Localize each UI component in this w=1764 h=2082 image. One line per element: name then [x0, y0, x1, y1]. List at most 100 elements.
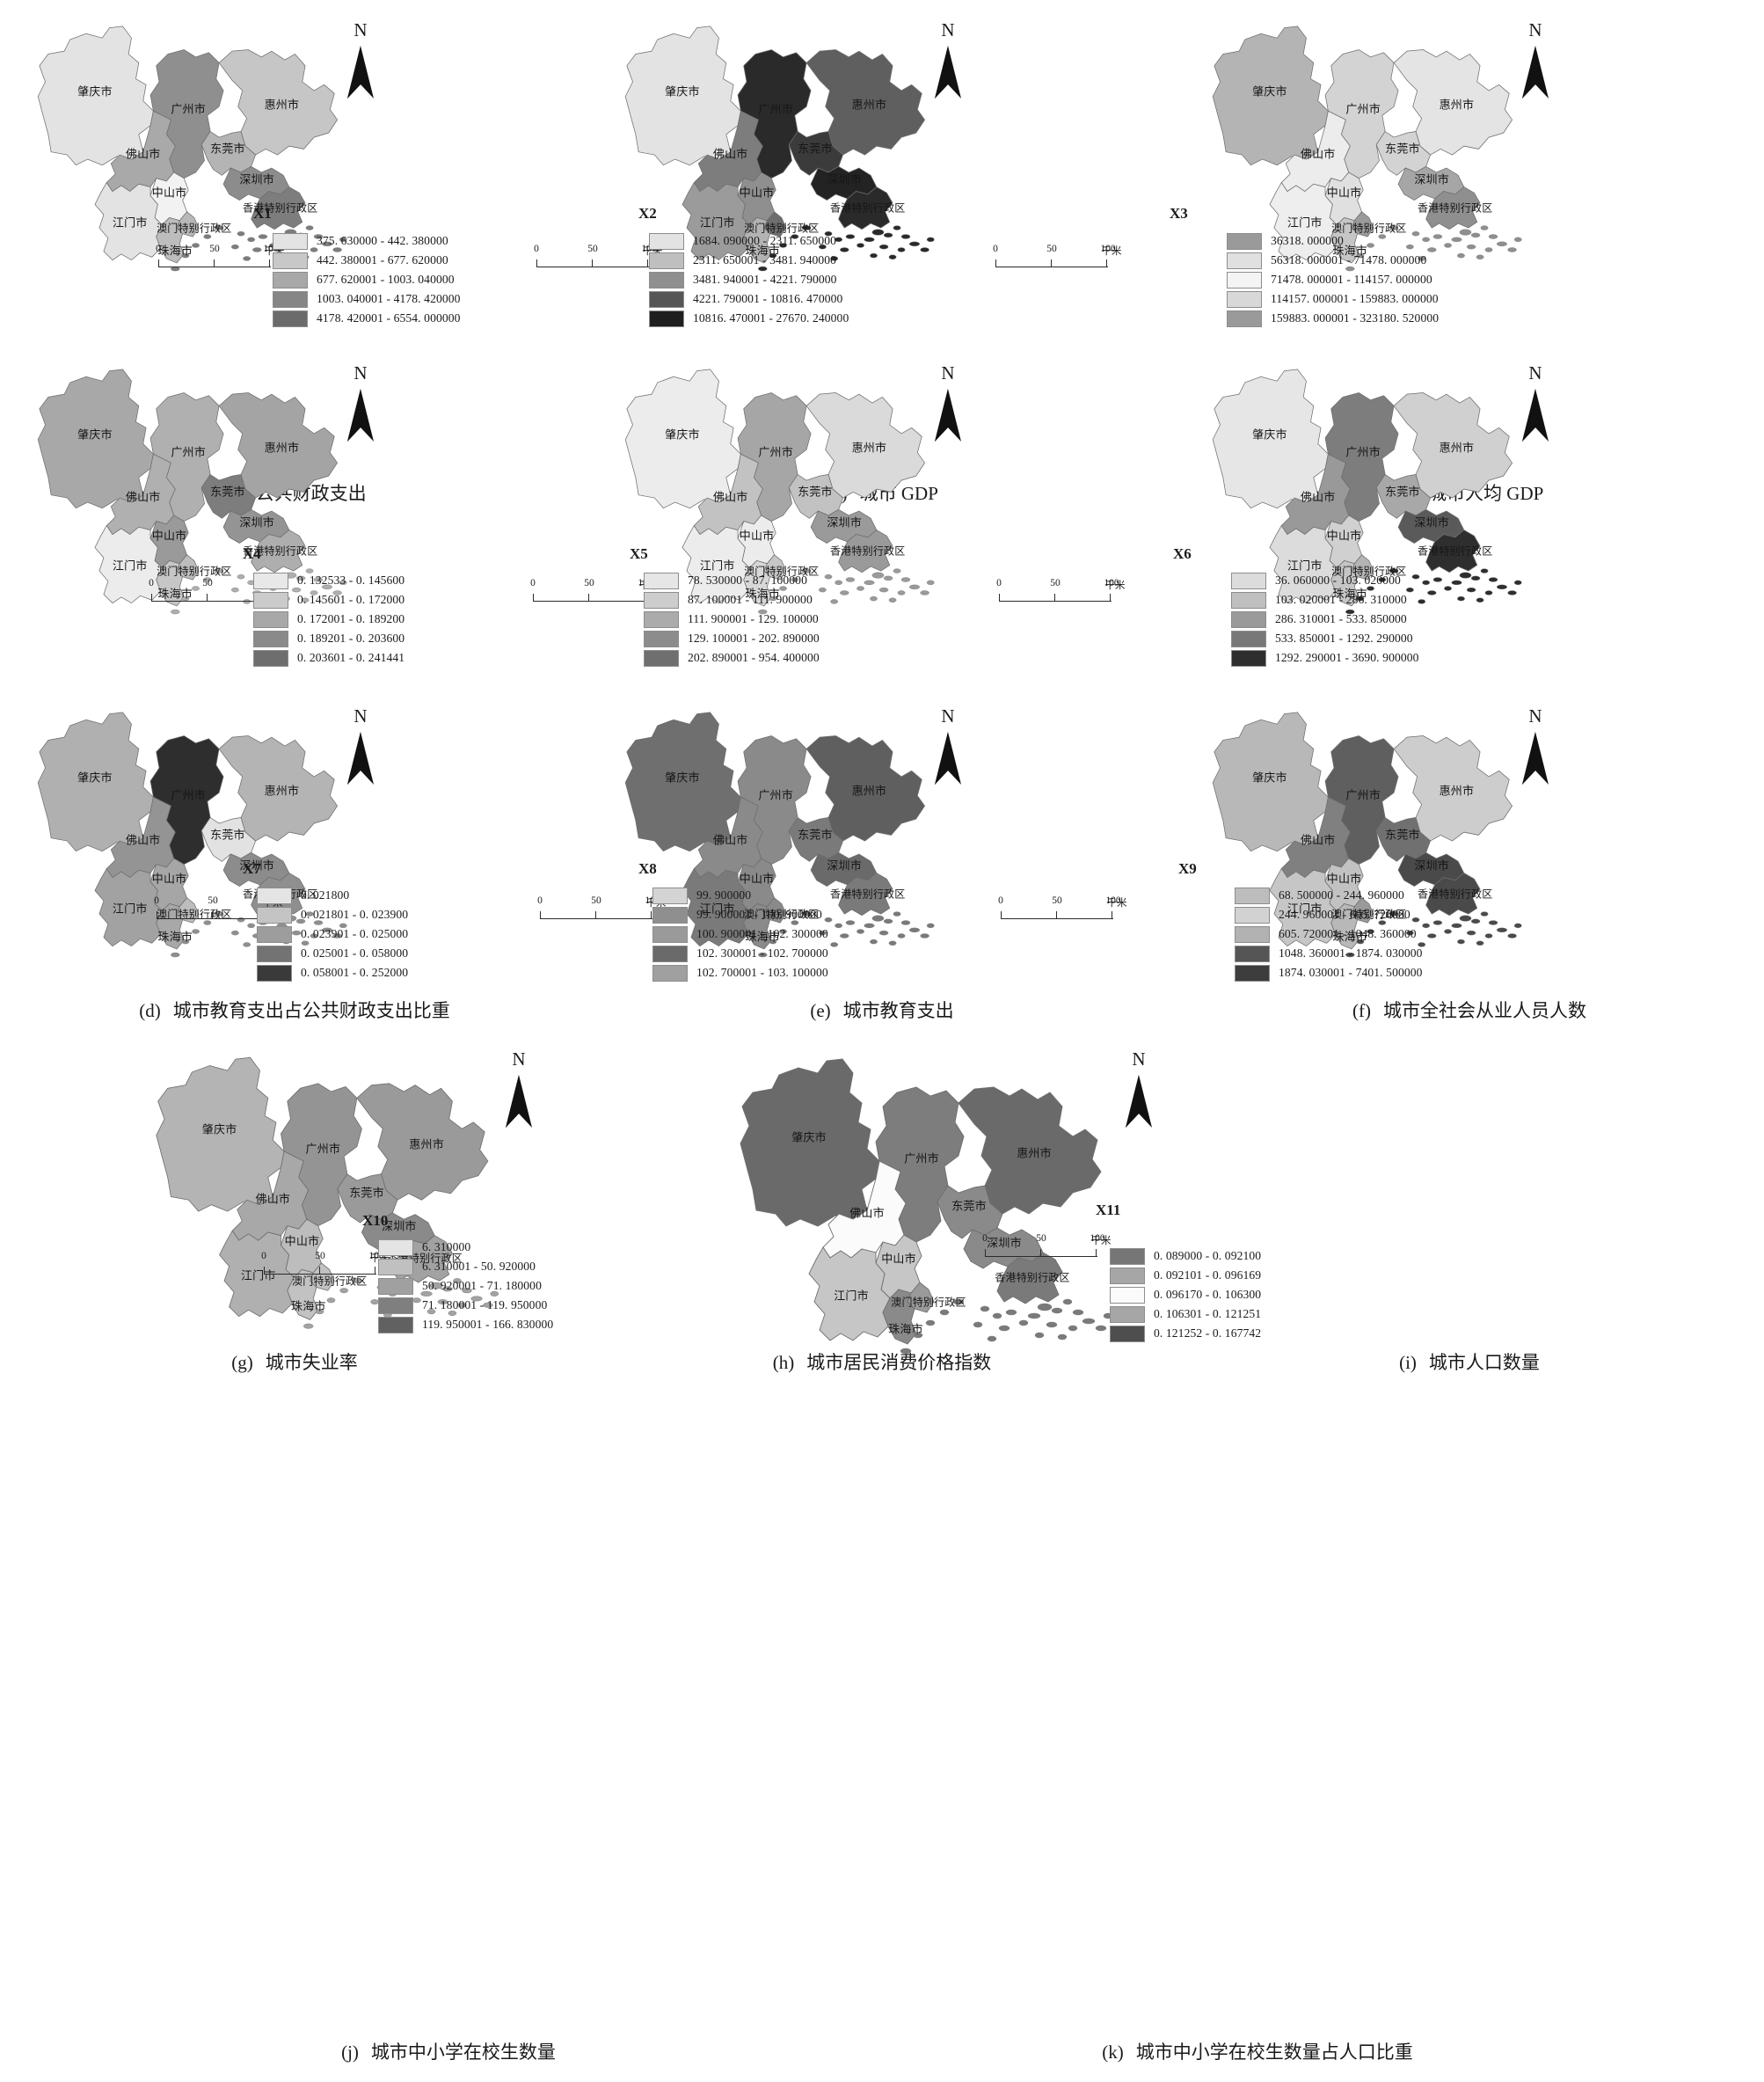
legend-row: 159883. 000001 - 323180. 520000	[1227, 310, 1439, 327]
island-speck	[1488, 920, 1498, 925]
scale-tick-1: 50	[587, 244, 598, 254]
region-zhuhai	[156, 903, 185, 950]
island-speck	[305, 911, 314, 917]
legend-g: 0. 021800 0. 021801 - 0. 023900 0. 023901 …	[257, 887, 408, 983]
island-speck	[1367, 929, 1374, 934]
island-speck	[231, 930, 239, 936]
region-jiangmen	[808, 1246, 891, 1341]
island-speck	[192, 929, 200, 934]
island-speck	[321, 241, 332, 247]
map-panel-a: 肇庆市 广州市 惠州市 佛山市 东莞市 深圳市 中山市 香港特别行政区 江门市 澳门特别行政区 珠海…	[0, 9, 409, 323]
scale-ticks	[999, 590, 1112, 602]
island-speck	[1480, 911, 1489, 917]
map-panel-d: 肇庆市 广州市 惠州市 佛山市 东莞市 深圳市 中山市 香港特别行政区 江门市 澳门特别行政区 珠海…	[0, 352, 409, 666]
legend-swatch	[1235, 945, 1270, 962]
city-label-dongguan: 东莞市	[1385, 828, 1420, 842]
city-label-jiangmen: 江门市	[699, 216, 735, 230]
island-speck	[801, 568, 812, 573]
island-speck	[900, 1348, 912, 1355]
region-huizhou	[218, 49, 339, 156]
legend-swatch	[257, 906, 292, 924]
caption-text: 城市人口数量	[1428, 1352, 1540, 1373]
city-label-shenzhen: 深圳市	[1414, 858, 1449, 873]
island-speck	[888, 254, 897, 259]
legend-swatch	[652, 906, 688, 924]
caption-index: (d)	[139, 1000, 161, 1021]
city-label-zhaoqing: 肇庆市	[1252, 771, 1287, 785]
island-speck	[856, 243, 864, 248]
legend-swatch	[652, 887, 688, 904]
north-label: N	[354, 362, 368, 384]
island-speck	[1459, 572, 1472, 579]
island-speck	[1466, 244, 1476, 250]
legend-row: 244. 960001 - 605. 720000	[1235, 906, 1423, 924]
island-speck	[1367, 586, 1374, 591]
legend-swatch	[378, 1277, 413, 1295]
island-speck	[339, 237, 347, 243]
choropleth-map-h	[624, 712, 935, 958]
legend-row: 0. 023901 - 0. 025000	[257, 925, 408, 943]
island-speck	[779, 929, 787, 934]
region-dongguan	[200, 816, 257, 862]
city-label-macau: 澳门特别行政区	[292, 1275, 368, 1288]
city-label-guangzhou: 广州市	[904, 1151, 939, 1165]
north-arrow-icon	[935, 732, 961, 785]
city-label-zhongshan: 中山市	[151, 872, 187, 885]
island-speck	[1062, 1298, 1073, 1305]
island-speck	[1356, 252, 1365, 259]
city-label-guangzhou: 广州市	[171, 445, 206, 459]
city-label-dongguan: 东莞市	[798, 828, 833, 842]
variable-tag-x1: X1	[253, 205, 272, 222]
island-speck	[301, 940, 310, 946]
scale-tick-1: 50	[209, 244, 220, 254]
city-label-dongguan: 东莞市	[1385, 485, 1420, 499]
legend-swatch	[649, 252, 684, 269]
city-label-huizhou: 惠州市	[264, 784, 300, 798]
legend-label: 244. 960001 - 605. 720000	[1279, 908, 1410, 921]
island-speck	[214, 568, 224, 573]
island-speck	[856, 586, 864, 591]
caption-text: 城市中小学在校生数量占人口比重	[1135, 2042, 1413, 2063]
legend-swatch	[378, 1238, 413, 1256]
caption-text: 城市教育支出	[842, 1000, 954, 1021]
city-label-zhongshan: 中山市	[284, 1234, 320, 1248]
caption-index: (k)	[1102, 2042, 1124, 2063]
island-speck	[871, 229, 885, 236]
region-zhuhai	[743, 903, 772, 950]
region-jiangmen	[94, 867, 163, 947]
city-label-guangzhou: 广州市	[758, 445, 793, 459]
island-speck	[462, 1288, 472, 1294]
city-label-zhuhai: 珠海市	[1332, 244, 1367, 258]
legend-row: 102. 300001 - 102. 700000	[652, 945, 828, 962]
legend-row: 119. 950001 - 166. 830000	[378, 1316, 553, 1333]
legend-swatch	[644, 572, 679, 589]
city-label-zhongshan: 中山市	[1326, 872, 1362, 885]
island-speck	[1513, 237, 1522, 243]
scale-tick-1: 50	[584, 578, 594, 588]
island-speck	[310, 933, 318, 939]
island-speck	[1356, 939, 1365, 945]
island-speck	[1411, 917, 1420, 923]
island-speck	[243, 942, 251, 947]
city-label-hongkong: 香港特别行政区	[995, 1271, 1070, 1284]
legend-row: 375. 630000 - 442. 380000	[273, 232, 461, 250]
legend-row: 286. 310001 - 533. 850000	[1231, 610, 1419, 628]
city-label-zhongshan: 中山市	[881, 1252, 916, 1266]
island-speck	[870, 595, 878, 602]
island-speck	[1457, 595, 1465, 602]
scale-unit: 千米	[1106, 898, 1127, 909]
scale-ticks	[1001, 908, 1113, 919]
north-arrow-icon	[1522, 732, 1549, 785]
legend-row: 36. 060000 - 103. 020000	[1231, 572, 1419, 589]
island-speck	[243, 256, 251, 261]
caption-text: 城市教育支出占公共财政支出比重	[172, 1000, 450, 1021]
region-jiangmen	[682, 181, 750, 261]
island-speck	[252, 247, 262, 252]
legend-label: 1292. 290001 - 3690. 900000	[1275, 651, 1419, 664]
city-label-dongguan: 东莞市	[798, 485, 833, 499]
region-dongguan	[937, 1185, 1003, 1239]
legend-swatch	[1110, 1305, 1145, 1323]
region-hongkong	[251, 530, 306, 573]
